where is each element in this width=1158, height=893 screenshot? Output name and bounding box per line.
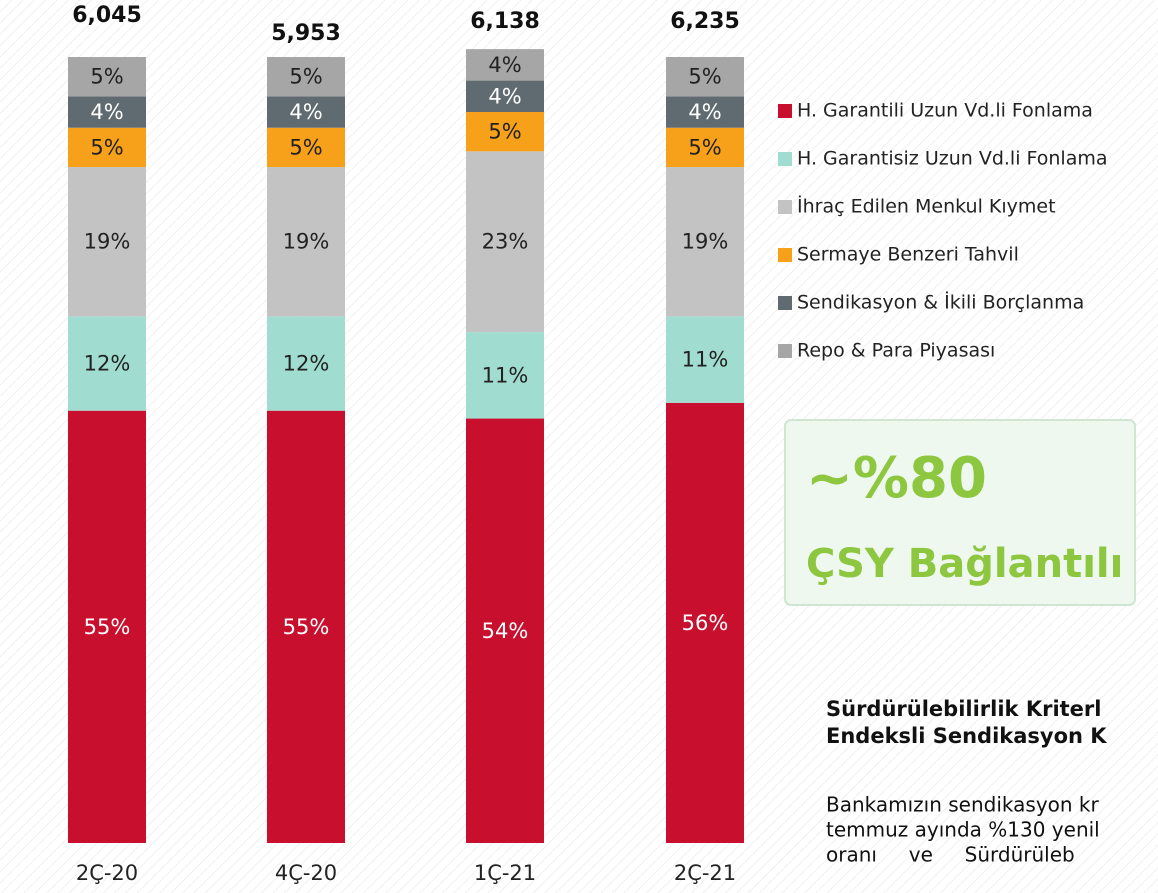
data-label: 11% [482,363,529,387]
bar-segment [68,127,146,168]
data-label: 4% [488,84,521,108]
legend-label: İhraç Edilen Menkul Kıymet [797,195,1056,218]
bar-segment [267,316,345,411]
data-label: 19% [84,230,131,254]
x-tick-label: 1Ç-21 [474,861,536,885]
x-tick-label: 2Ç-20 [76,861,138,885]
bar-segment [267,167,345,317]
data-label: 12% [283,352,330,376]
x-tick-label: 2Ç-21 [674,861,736,885]
legend-swatch [778,248,792,262]
bar-segment [267,127,345,168]
data-label: 19% [283,230,330,254]
bar-segment [68,316,146,411]
bar-segment [666,127,744,168]
text-body: Bankamızın sendikasyon kr [826,793,1100,817]
total-label: 6,235 [670,9,740,34]
data-label: 54% [482,619,529,643]
data-label: 55% [283,615,330,639]
bar-segment [466,49,544,81]
data-label: 19% [682,230,729,254]
legend-label: Sendikasyon & İkili Borçlanma [797,291,1084,314]
bar-segment [68,410,146,843]
data-label: 5% [289,65,322,89]
total-label: 6,045 [72,3,142,28]
callout-label: ÇSY Bağlantılı [806,541,1123,587]
total-label: 6,138 [470,9,540,34]
legend-swatch [778,200,792,214]
legend-swatch [778,104,792,118]
bar-segment [466,418,544,843]
bar-segment [267,96,345,128]
callout-box [784,419,1136,606]
data-label: 11% [682,348,729,372]
data-label: 55% [84,615,131,639]
bar-segment [466,151,544,333]
data-label: 23% [482,230,529,254]
data-label: 5% [289,135,322,159]
bar-segment [267,410,345,843]
data-label: 4% [488,53,521,77]
bar-segment [68,96,146,128]
bar-segment [666,96,744,128]
data-label: 5% [688,65,721,89]
x-tick-label: 4Ç-20 [275,861,337,885]
legend-label: H. Garantisiz Uzun Vd.li Fonlama [797,148,1108,170]
data-label: 4% [289,100,322,124]
bar-segment [68,57,146,97]
bar-segment [466,80,544,113]
bar-segment [267,57,345,97]
legend-swatch [778,152,792,166]
legend-swatch [778,296,792,310]
data-label: 56% [682,611,729,635]
bar-segment [666,402,744,843]
data-label: 5% [688,135,721,159]
bar-segment [466,112,544,152]
bar-segment [466,332,544,419]
bar-segment [666,57,744,97]
data-label: 5% [488,120,521,144]
legend-label: Repo & Para Piyasası [797,340,995,362]
text-title: Endeksli Sendikasyon K [826,724,1107,748]
bar-segment [666,167,744,317]
legend-label: Sermaye Benzeri Tahvil [797,244,1019,266]
callout-value: ~%80 [806,446,987,511]
text-body: temmuz ayında %130 yenil [826,818,1100,842]
text-title: Sürdürülebilirlik Kriterl [826,697,1101,721]
bar-segment [666,316,744,403]
legend-label: H. Garantili Uzun Vd.li Fonlama [797,100,1093,122]
bar-segment [68,167,146,317]
total-label: 5,953 [271,21,341,46]
data-label: 4% [90,100,123,124]
data-label: 4% [688,100,721,124]
data-label: 12% [84,352,131,376]
text-body: oranı ve Sürdürüleb [826,843,1075,867]
data-label: 5% [90,65,123,89]
legend-swatch [778,344,792,358]
data-label: 5% [90,135,123,159]
